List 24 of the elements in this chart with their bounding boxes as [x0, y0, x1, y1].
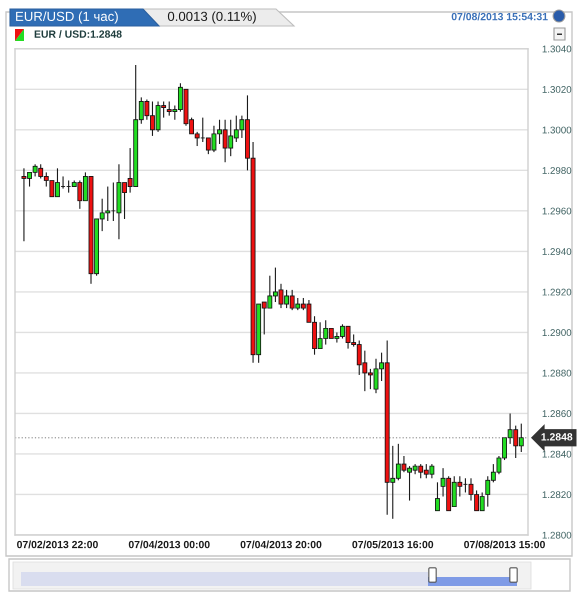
- y-tick-label: 1.3020: [542, 86, 572, 93]
- chart-title: EUR/USD (1 час): [16, 11, 118, 24]
- text: 07/08/2013 15:54:31: [452, 12, 548, 20]
- y-tick-label: 1.2980: [542, 167, 572, 174]
- y-tick-label: 1.2860: [542, 410, 572, 418]
- y-tick-label: 1.2900: [542, 329, 572, 336]
- x-tick-label: 07/04/2013 20:00: [240, 540, 322, 548]
- x-tick-label: 07/04/2013 00:00: [128, 540, 210, 548]
- candlestick: [435, 482, 440, 512]
- y-tick-label: 1.2960: [542, 208, 572, 214]
- y-tick-label: 1.2920: [542, 288, 572, 296]
- y-tick-label: 1.2820: [542, 491, 572, 498]
- x-tick-label: 07/02/2013 22:00: [17, 540, 98, 548]
- text: 0.0013 (0.11%): [168, 11, 256, 24]
- y-tick-label: 1.3040: [542, 46, 572, 52]
- y-tick-label: 1.2880: [542, 370, 572, 377]
- text: EUR / USD:1.2848: [34, 30, 122, 38]
- x-tick-label: 07/05/2013 16:00: [352, 540, 434, 548]
- x-tick-label: 07/08/2013 15:00: [464, 540, 545, 548]
- y-tick-label: 1.3000: [542, 126, 572, 134]
- ref-line-label: 1.2848: [541, 433, 572, 441]
- y-tick-label: 1.2940: [542, 248, 572, 255]
- y-tick-label: 1.2840: [542, 450, 572, 458]
- y-tick-label: 1.2800: [542, 532, 572, 539]
